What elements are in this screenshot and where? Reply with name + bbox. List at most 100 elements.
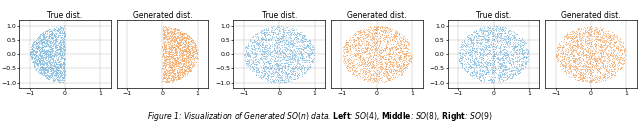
Point — [175, 41, 185, 43]
Point — [260, 31, 270, 33]
Point — [509, 35, 519, 37]
Point — [189, 53, 199, 55]
Point — [567, 57, 577, 59]
Point — [506, 70, 516, 72]
Point — [47, 49, 57, 51]
Point — [42, 40, 52, 42]
Point — [387, 56, 397, 58]
Point — [39, 41, 49, 43]
Point — [490, 55, 500, 57]
Point — [500, 38, 510, 40]
Point — [501, 52, 511, 54]
Point — [488, 55, 499, 57]
Point — [27, 50, 37, 52]
Point — [46, 53, 56, 55]
Point — [620, 47, 630, 49]
Point — [521, 57, 531, 59]
Point — [58, 76, 68, 78]
Point — [188, 40, 198, 42]
Point — [290, 72, 300, 74]
Point — [184, 61, 195, 63]
Point — [177, 53, 188, 55]
Point — [60, 71, 70, 73]
Point — [166, 71, 177, 73]
Point — [360, 48, 370, 50]
Point — [559, 70, 570, 72]
Point — [497, 26, 508, 28]
Point — [170, 56, 180, 58]
Point — [576, 44, 586, 46]
Point — [355, 56, 365, 58]
Point — [168, 32, 178, 34]
Point — [45, 59, 55, 61]
Point — [608, 49, 618, 51]
Point — [260, 39, 270, 41]
Point — [500, 66, 511, 68]
Point — [370, 54, 380, 56]
Point — [499, 64, 509, 66]
Point — [184, 51, 194, 53]
Point — [159, 77, 169, 79]
Point — [604, 37, 614, 39]
Point — [552, 54, 562, 56]
Point — [50, 53, 60, 55]
Point — [341, 41, 351, 43]
Point — [515, 58, 525, 60]
Point — [483, 61, 493, 63]
Point — [589, 39, 599, 41]
Point — [456, 43, 466, 45]
Point — [163, 29, 173, 31]
Point — [512, 66, 522, 68]
Point — [36, 38, 46, 40]
Point — [380, 61, 390, 63]
Point — [502, 77, 512, 79]
Point — [294, 34, 304, 36]
Point — [170, 68, 180, 70]
Point — [253, 47, 263, 49]
Point — [401, 52, 411, 54]
Point — [383, 80, 394, 82]
Point — [609, 45, 619, 47]
Point — [158, 61, 168, 63]
Point — [515, 50, 525, 52]
Point — [399, 59, 409, 61]
Point — [177, 43, 188, 45]
Point — [577, 51, 587, 53]
Point — [158, 76, 168, 78]
Point — [52, 46, 63, 48]
Point — [490, 71, 500, 73]
Point — [401, 63, 411, 65]
Point — [580, 54, 591, 56]
Point — [605, 49, 616, 51]
Point — [179, 33, 189, 35]
Point — [170, 27, 180, 29]
Point — [380, 74, 390, 76]
Point — [58, 55, 68, 57]
Point — [269, 58, 280, 60]
Point — [511, 51, 521, 53]
Point — [565, 65, 575, 67]
Point — [475, 53, 485, 55]
Point — [172, 65, 182, 67]
Point — [497, 30, 508, 32]
Point — [464, 37, 474, 39]
Point — [45, 72, 55, 74]
Point — [173, 39, 184, 41]
Point — [45, 66, 55, 68]
Point — [371, 49, 381, 51]
Point — [36, 49, 46, 51]
Point — [463, 43, 473, 45]
Point — [487, 59, 497, 61]
Point — [374, 55, 385, 57]
Point — [27, 48, 37, 50]
Point — [44, 30, 54, 32]
Point — [479, 49, 490, 51]
Point — [301, 56, 311, 58]
Point — [474, 69, 484, 71]
Point — [161, 69, 171, 71]
Point — [40, 45, 50, 47]
Point — [575, 46, 586, 48]
Point — [36, 54, 47, 56]
Point — [260, 61, 270, 63]
Point — [460, 44, 470, 46]
